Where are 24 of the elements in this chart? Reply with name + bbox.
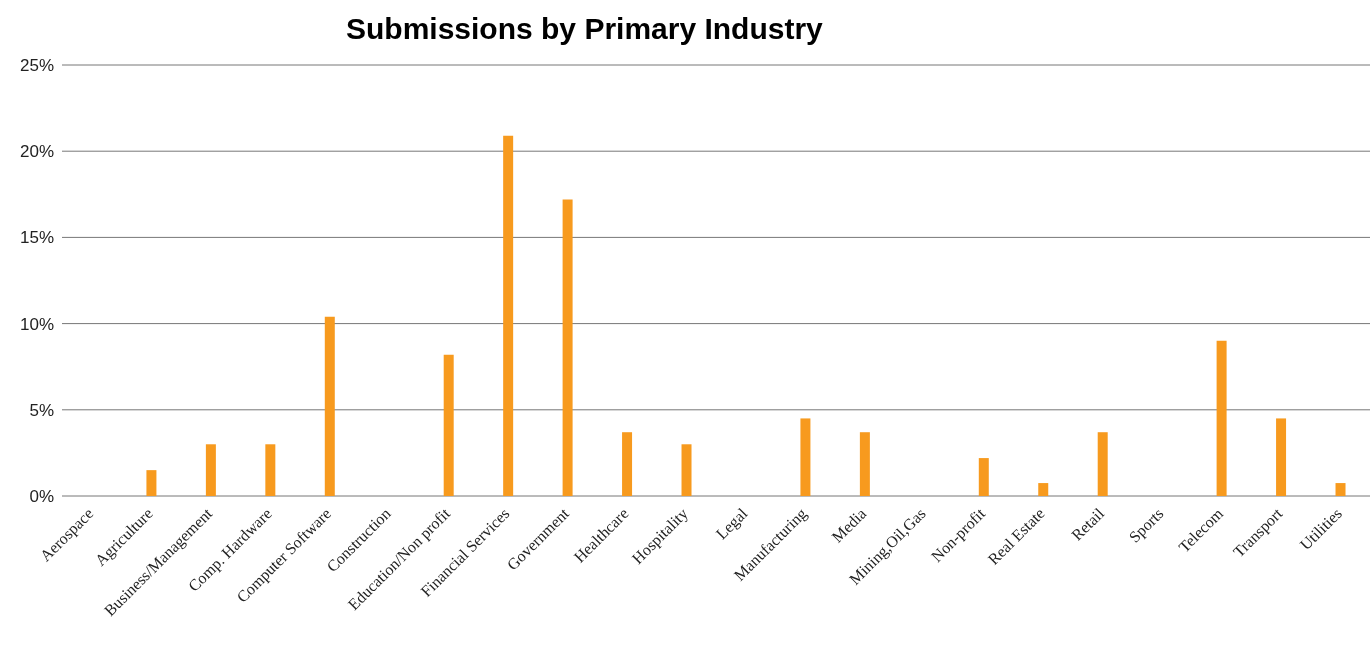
bar bbox=[1216, 340, 1227, 496]
bar bbox=[1038, 483, 1049, 496]
bar bbox=[800, 418, 811, 496]
y-tick-label: 15% bbox=[19, 228, 54, 248]
y-tick-label: 10% bbox=[19, 314, 54, 334]
bar bbox=[562, 199, 573, 496]
y-tick-label: 0% bbox=[29, 487, 54, 507]
bar bbox=[1276, 418, 1287, 496]
bar bbox=[205, 444, 216, 496]
y-tick-label: 5% bbox=[29, 400, 54, 420]
bar bbox=[859, 432, 870, 496]
y-tick-label: 25% bbox=[19, 56, 54, 76]
bar bbox=[265, 444, 276, 496]
bar bbox=[681, 444, 692, 496]
bar bbox=[978, 458, 989, 496]
bar bbox=[622, 432, 633, 496]
bar bbox=[503, 135, 514, 496]
bar bbox=[443, 354, 454, 496]
bar bbox=[146, 470, 157, 496]
y-tick-label: 20% bbox=[19, 142, 54, 162]
bar bbox=[324, 316, 335, 496]
bar bbox=[1097, 432, 1108, 496]
bar bbox=[1335, 483, 1346, 496]
chart-title: Submissions by Primary Industry bbox=[346, 12, 823, 46]
